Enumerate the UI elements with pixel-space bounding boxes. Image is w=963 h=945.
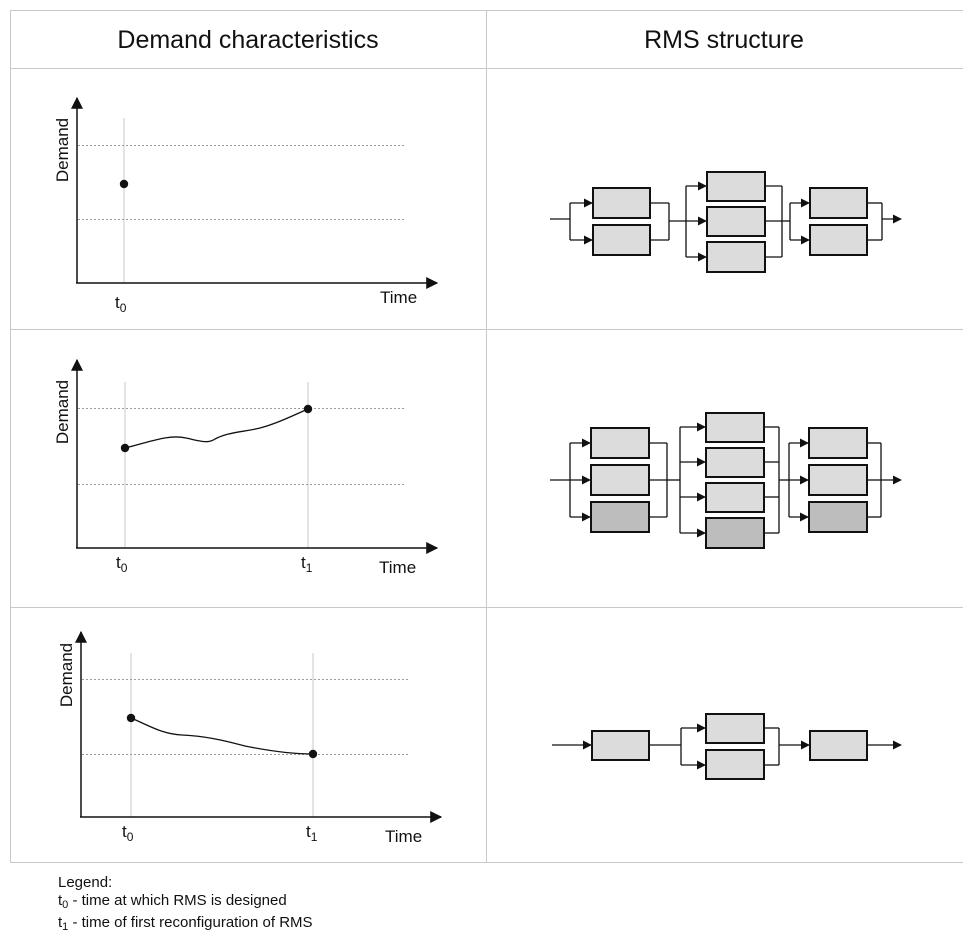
- demand-chart-row1: Demand Time t0: [53, 96, 439, 315]
- machine-box: [809, 224, 868, 256]
- header-rms-structure: RMS structure: [644, 26, 804, 54]
- machine-box: [590, 464, 650, 496]
- machine-box: [705, 713, 765, 744]
- demand-chart-row3: Demand Time t0 t1: [57, 630, 443, 846]
- y-axis-label: Demand: [53, 380, 72, 444]
- data-point-t1: [308, 749, 318, 759]
- data-point-t0: [120, 443, 130, 453]
- data-point-t0: [119, 179, 129, 189]
- demand-chart-row2: Demand Time t0 t1: [53, 358, 439, 577]
- legend: Legend: t0 - time at which RMS is design…: [58, 874, 313, 936]
- machine-box: [592, 224, 651, 256]
- table-grid: [10, 10, 963, 863]
- x-axis-label: Time: [385, 827, 422, 846]
- machine-box: [705, 447, 765, 478]
- machine-box: [591, 730, 650, 761]
- machine-box: [808, 427, 868, 459]
- machine-box: [706, 206, 766, 237]
- machine-box: [705, 482, 765, 513]
- data-point-t0: [126, 713, 136, 723]
- machine-box: [808, 464, 868, 496]
- data-point-t1: [303, 404, 313, 414]
- tick-t0: t0: [115, 293, 127, 315]
- machine-box-added: [590, 501, 650, 533]
- legend-title: Legend:: [58, 874, 113, 891]
- tick-t0: t0: [116, 553, 128, 575]
- demand-curve: [130, 717, 314, 755]
- machine-box: [706, 171, 766, 202]
- demand-curve: [124, 408, 309, 449]
- tick-t1: t1: [301, 553, 313, 575]
- tick-t0: t0: [122, 822, 134, 844]
- machine-box: [590, 427, 650, 459]
- rms-structure-row2: [550, 412, 902, 549]
- machine-box: [706, 241, 766, 273]
- y-axis-label: Demand: [57, 643, 76, 707]
- machine-box: [705, 412, 765, 443]
- machine-box: [809, 187, 868, 219]
- legend-item-t1: t1 - time of first reconfiguration of RM…: [58, 914, 313, 933]
- legend-item-t0: t0 - time at which RMS is designed: [58, 892, 287, 911]
- machine-box: [809, 730, 868, 761]
- rms-structure-row1: [550, 171, 902, 273]
- machine-box: [705, 749, 765, 780]
- rms-structure-row3: [552, 713, 902, 780]
- machine-box-added: [808, 501, 868, 533]
- tick-t1: t1: [306, 822, 318, 844]
- header-demand-characteristics: Demand characteristics: [117, 26, 378, 54]
- y-axis-label: Demand: [53, 118, 72, 182]
- x-axis-label: Time: [379, 558, 416, 577]
- x-axis-label: Time: [380, 288, 417, 307]
- machine-box-added: [705, 517, 765, 549]
- machine-box: [592, 187, 651, 219]
